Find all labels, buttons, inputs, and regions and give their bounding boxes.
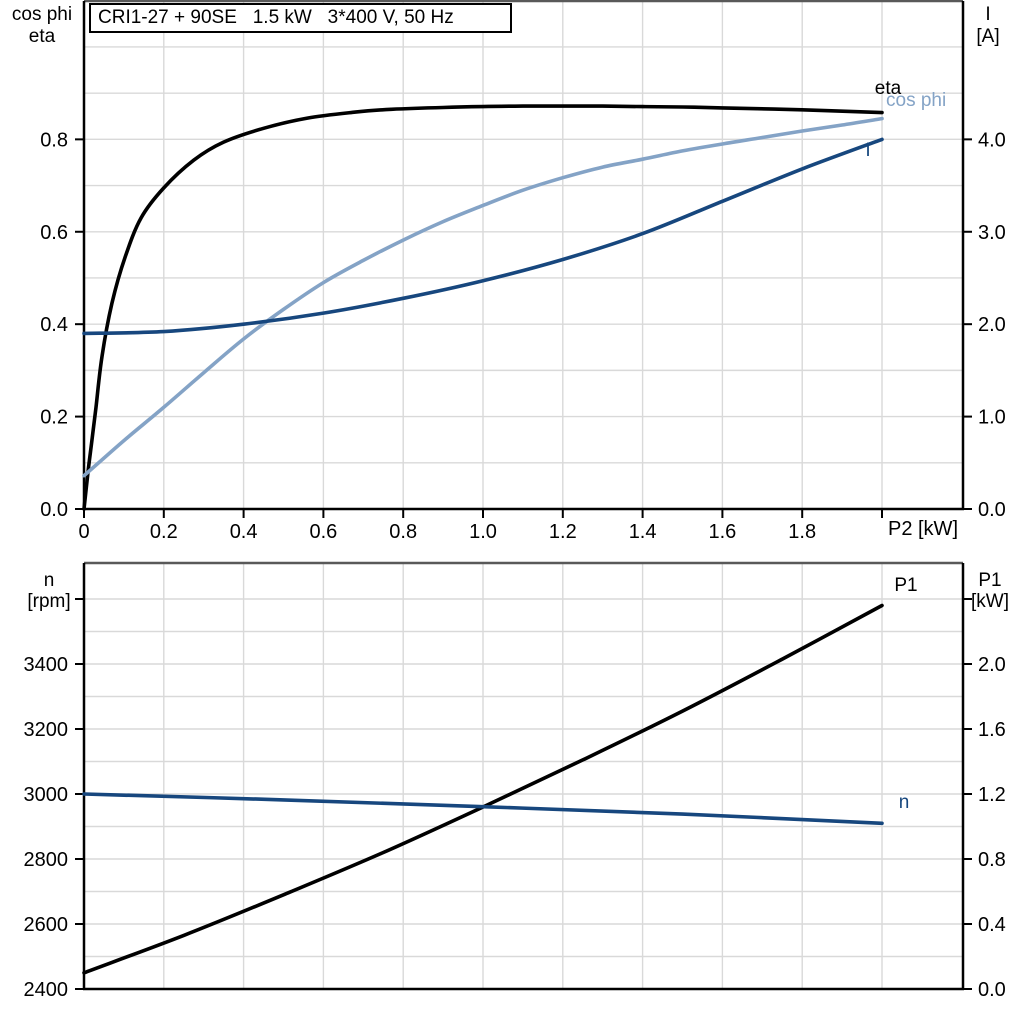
x-tick-label: 0.4 — [230, 521, 258, 543]
y-right-tick-label: 0.8 — [978, 849, 1006, 871]
x-tick-label: 1.6 — [708, 521, 736, 543]
y-right-tick-label: 1.6 — [978, 719, 1006, 741]
current-curve-label: I — [865, 140, 871, 161]
y-left-tick-label: 0.0 — [40, 499, 68, 521]
series-curve-n — [82, 792, 884, 826]
p1-curve-label: P1 — [894, 575, 918, 596]
lower-left-axis-label-line2: [rpm] — [27, 591, 71, 612]
y-left-tick-label: 0.4 — [40, 314, 68, 336]
x-tick-label: 0.6 — [309, 521, 337, 543]
y-left-tick-label: 2800 — [24, 849, 69, 871]
x-tick-label: 1.8 — [788, 521, 816, 543]
x-tick-label: 0.2 — [150, 521, 178, 543]
upper-left-axis-label-line1: cos phi — [11, 4, 73, 25]
lower-right-axis-label-line1: P1 — [978, 570, 1002, 591]
series-curve-eta — [82, 104, 884, 511]
y-right-tick-label: 1.2 — [978, 784, 1006, 806]
y-right-tick-label: 2.0 — [978, 314, 1006, 336]
y-right-tick-label: 0.4 — [978, 914, 1006, 936]
x-tick-label: 1.4 — [629, 521, 657, 543]
y-left-tick-label: 0.6 — [40, 222, 68, 244]
series-curve-cos-phi — [82, 116, 884, 478]
y-left-tick-label: 2600 — [24, 914, 69, 936]
y-left-tick-label: 2400 — [24, 979, 69, 1001]
speed-curve-label: n — [898, 792, 910, 813]
eta-curve-label: eta — [874, 78, 902, 99]
y-right-tick-label: 1.0 — [978, 407, 1006, 429]
y-left-tick-label: 0.8 — [40, 129, 68, 151]
x-tick-label: 0 — [78, 521, 89, 543]
y-right-tick-label: 0.0 — [978, 979, 1006, 1001]
y-right-tick-label: 0.0 — [978, 499, 1006, 521]
series-curve-i — [82, 137, 884, 336]
x-tick-label: 1.2 — [549, 521, 577, 543]
upper-right-axis-label-line2: [A] — [976, 26, 1000, 47]
upper-left-axis-label-line2: eta — [28, 26, 56, 47]
y-left-tick-label: 0.2 — [40, 407, 68, 429]
y-left-tick-label: 3000 — [24, 784, 69, 806]
y-right-tick-label: 3.0 — [978, 222, 1006, 244]
chart-title: CRI1-27 + 90SE 1.5 kW 3*400 V, 50 Hz — [89, 3, 512, 33]
x-tick-label: 1.0 — [469, 521, 497, 543]
upper-right-axis-label-line1: I — [985, 4, 991, 25]
x-tick-label: 0.8 — [389, 521, 417, 543]
y-left-tick-label: 3200 — [24, 719, 69, 741]
y-right-tick-label: 4.0 — [978, 129, 1006, 151]
y-left-tick-label: 3400 — [24, 654, 69, 676]
cos-phi-curve-label: cos phi — [886, 90, 947, 111]
x-axis-unit-label: P2 [kW] — [887, 518, 958, 540]
lower-right-axis-label-line2: [kW] — [971, 591, 1009, 612]
lower-left-axis-label-line1: n — [43, 570, 55, 591]
y-right-tick-label: 2.0 — [978, 654, 1006, 676]
